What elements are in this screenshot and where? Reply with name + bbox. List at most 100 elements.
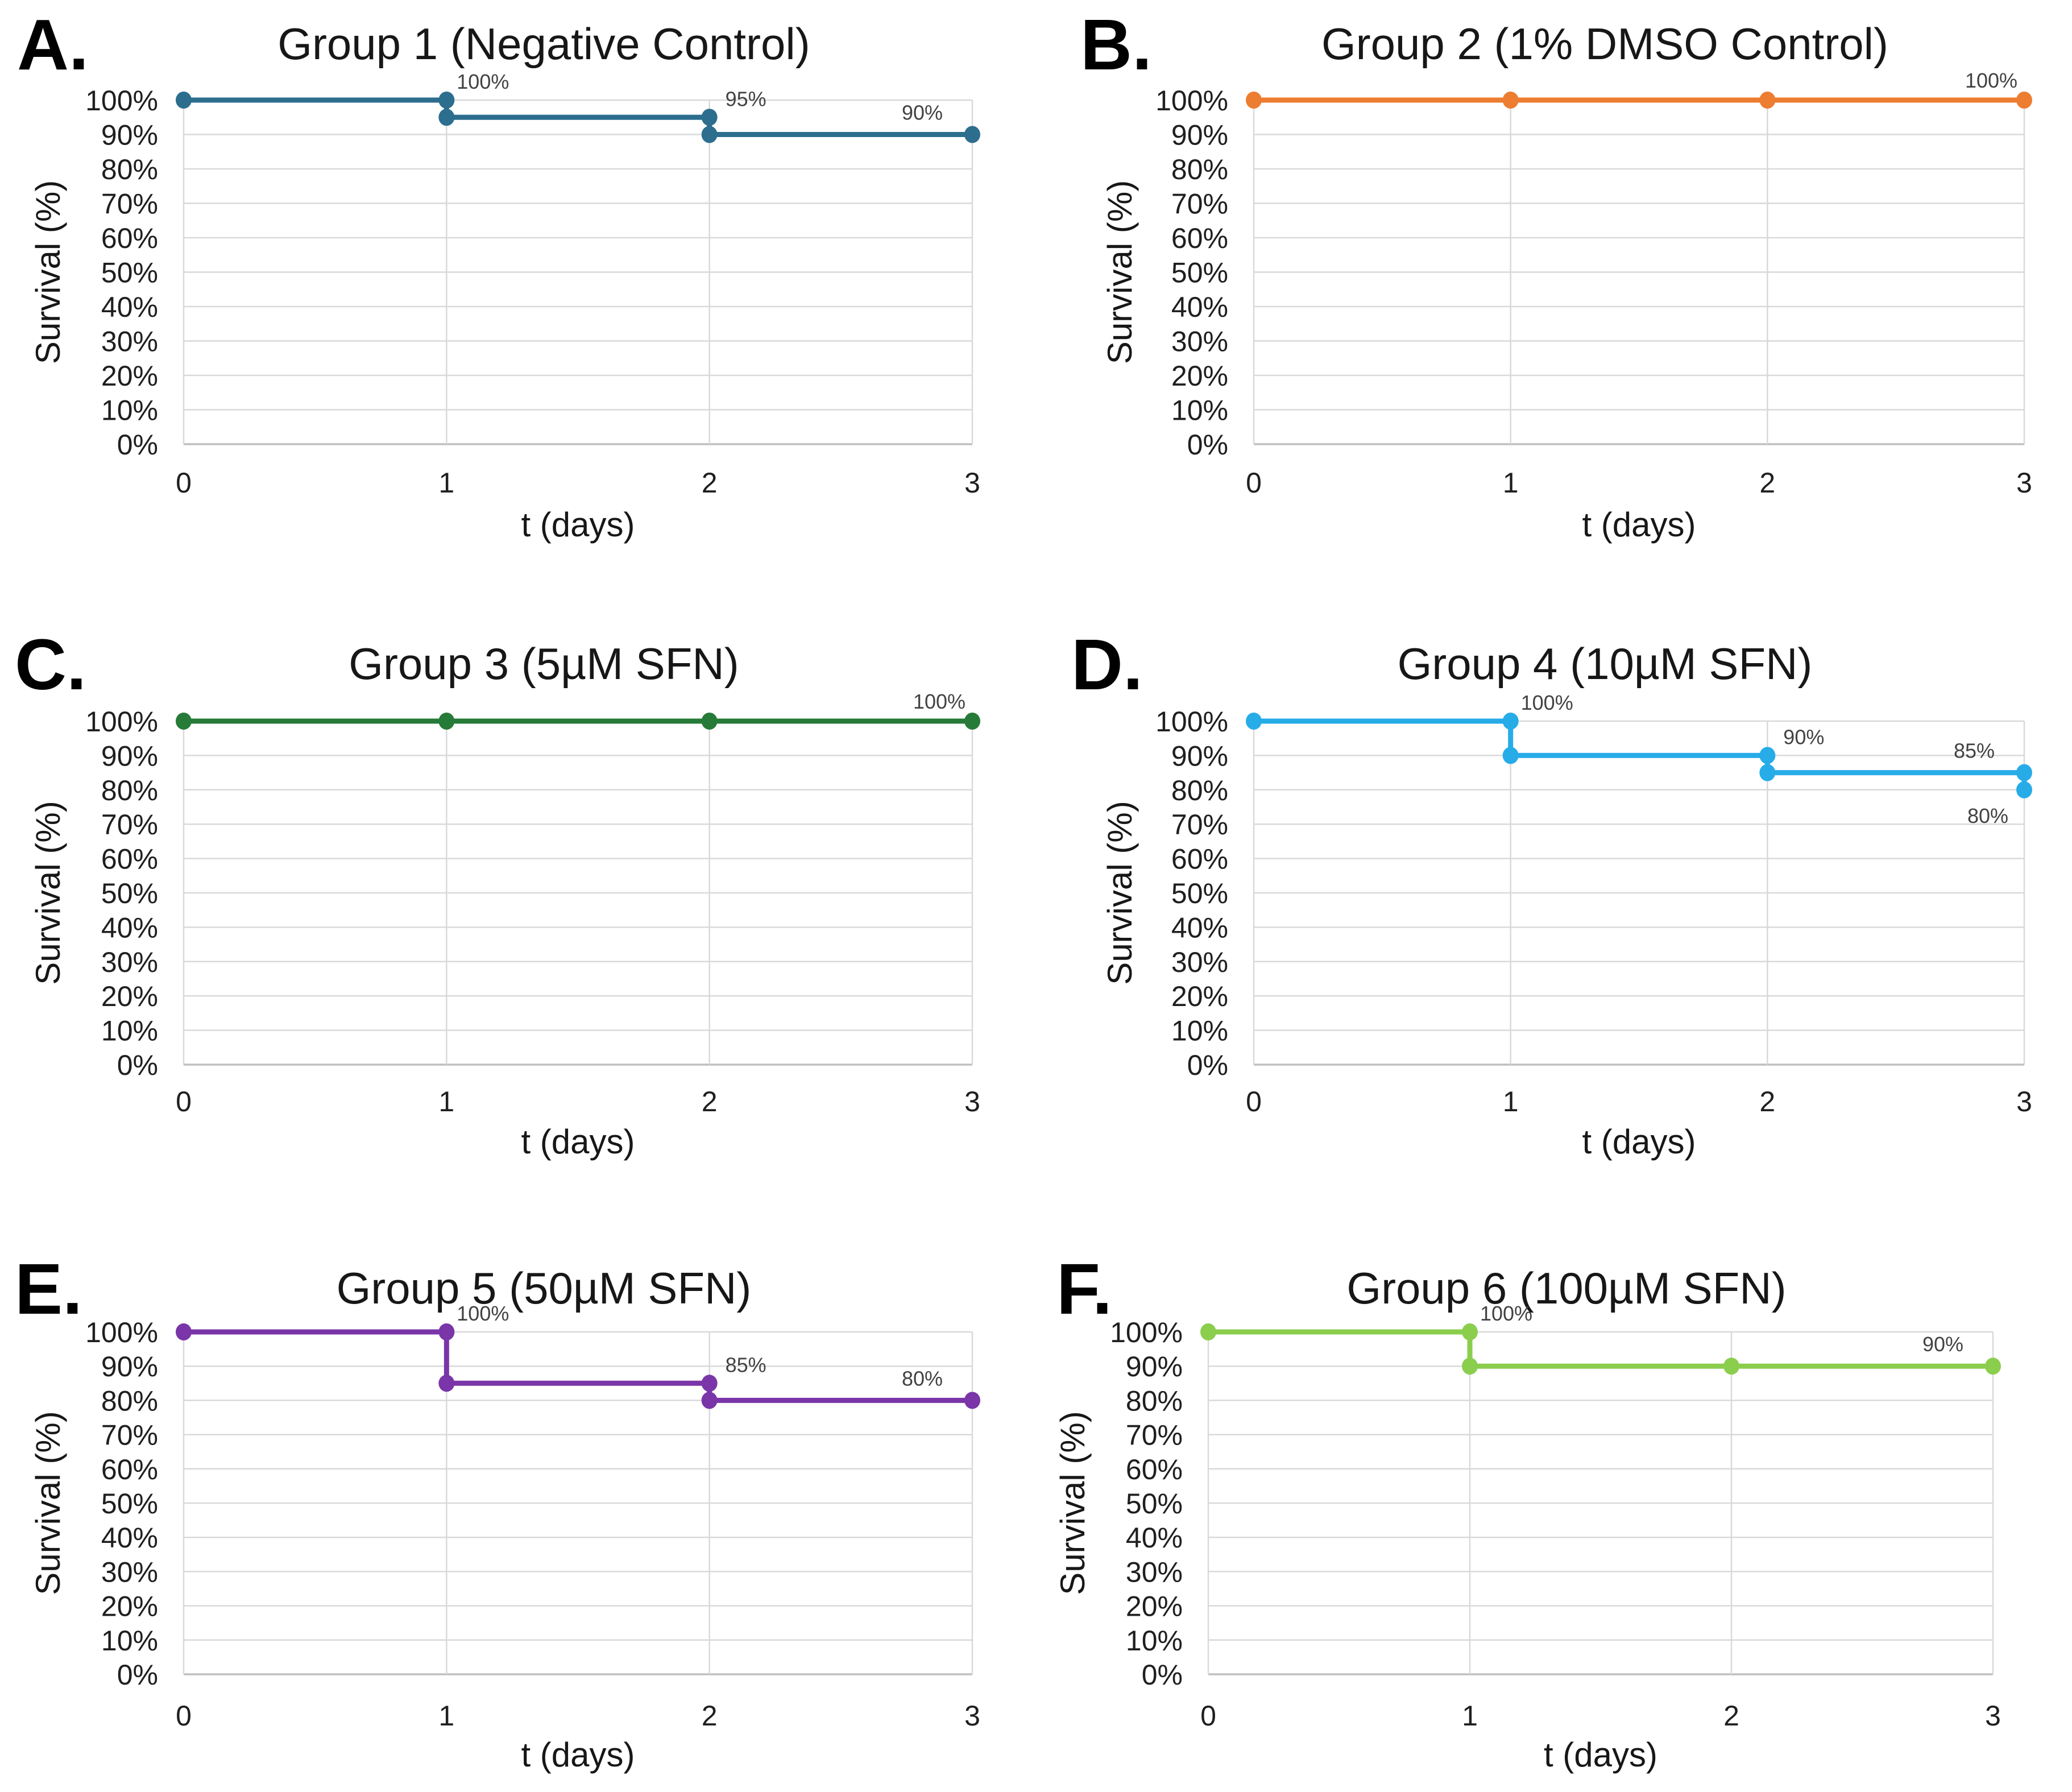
y-tick-label: 20% — [101, 980, 158, 1012]
x-tick-label: 1 — [438, 1086, 454, 1118]
data-point-marker — [176, 1323, 192, 1340]
y-tick-label: 30% — [101, 946, 158, 978]
x-tick-label: 1 — [438, 1700, 454, 1732]
y-tick-label: 100% — [85, 85, 158, 117]
data-point-marker — [1759, 764, 1776, 781]
y-tick-label: 20% — [1171, 980, 1228, 1012]
x-tick-label: 3 — [2016, 467, 2032, 499]
y-tick-label: 80% — [101, 775, 158, 806]
data-point-marker — [1200, 1323, 1216, 1340]
survival-step-line — [184, 1329, 972, 1403]
y-tick-label: 10% — [101, 395, 158, 427]
y-tick-label: 80% — [1171, 154, 1228, 185]
y-tick-label: 10% — [101, 1015, 158, 1047]
y-tick-label: 0% — [1142, 1659, 1183, 1691]
x-tick-label: 0 — [176, 467, 192, 499]
y-tick-label: 20% — [1126, 1591, 1183, 1623]
y-tick-label: 100% — [85, 706, 158, 738]
y-tick-label: 10% — [1171, 395, 1228, 427]
x-tick-label: 2 — [1759, 1086, 1775, 1118]
y-tick-label: 20% — [101, 1591, 158, 1623]
panel-f: 0%10%20%30%40%50%60%70%80%90%100%0 1 2 3Sur… — [1054, 1249, 2001, 1774]
data-label: 100% — [1521, 691, 1573, 714]
y-tick-label: 80% — [101, 1385, 158, 1417]
y-tick-label: 80% — [101, 154, 158, 185]
data-point-marker — [1985, 1358, 2001, 1375]
data-point-marker — [438, 92, 455, 109]
y-tick-label: 90% — [101, 119, 158, 151]
chart-title: Group 4 (10µM SFN) — [1398, 639, 1813, 689]
y-tick-label: 30% — [1126, 1556, 1183, 1588]
data-point-marker — [1462, 1358, 1478, 1375]
y-tick-label: 40% — [101, 912, 158, 943]
y-tick-label: 70% — [101, 809, 158, 841]
x-tick-label: 0 — [1246, 467, 1262, 499]
y-tick-label: 90% — [1171, 119, 1228, 151]
y-tick-label: 0% — [117, 1049, 158, 1081]
y-tick-label: 60% — [1171, 843, 1228, 875]
x-tick-label: 2 — [1723, 1700, 1739, 1732]
survival-step-line — [184, 97, 972, 137]
x-axis-title: t (days) — [521, 1736, 635, 1774]
x-tick-label: 2 — [702, 1086, 718, 1118]
x-axis-title: t (days) — [521, 506, 635, 544]
y-tick-label: 60% — [1171, 222, 1228, 254]
y-tick-label: 50% — [1171, 878, 1228, 909]
x-axis-title: t (days) — [1582, 1123, 1696, 1161]
panel-a: 0%10%20%30%40%50%60%70%80%90%100%0 1 2 3Sur… — [17, 5, 980, 544]
y-tick-label: 50% — [101, 878, 158, 909]
y-axis-title: Survival (%) — [29, 180, 67, 364]
x-tick-label: 2 — [702, 467, 718, 499]
x-tick-label: 1 — [1503, 1086, 1519, 1118]
y-tick-label: 30% — [1171, 326, 1228, 358]
data-point-marker — [1246, 713, 1262, 730]
data-label: 85% — [1954, 739, 1995, 763]
data-point-marker — [964, 126, 980, 143]
data-point-marker — [964, 1392, 980, 1409]
survival-step-line — [1208, 1329, 1993, 1369]
y-tick-label: 40% — [1171, 912, 1228, 943]
data-point-marker — [1502, 92, 1519, 109]
y-tick-label: 40% — [1171, 291, 1228, 323]
y-tick-label: 40% — [101, 291, 158, 323]
data-point-marker — [438, 1375, 455, 1392]
data-point-marker — [176, 713, 192, 730]
y-tick-label: 30% — [1171, 946, 1228, 978]
data-point-marker — [964, 713, 980, 730]
y-tick-label: 10% — [1126, 1625, 1183, 1657]
y-axis-title: Survival (%) — [1101, 801, 1139, 984]
chart-title: Group 5 (50µM SFN) — [337, 1263, 752, 1313]
y-tick-label: 80% — [1126, 1385, 1183, 1417]
y-tick-label: 0% — [117, 1659, 158, 1691]
data-point-marker — [438, 713, 455, 730]
y-tick-label: 0% — [1187, 429, 1228, 461]
data-point-marker — [1723, 1358, 1739, 1375]
x-tick-label: 1 — [1503, 467, 1519, 499]
data-point-marker — [1246, 92, 1262, 109]
data-point-marker — [701, 1392, 718, 1409]
panel-letter: A. — [17, 5, 89, 85]
x-tick-label: 0 — [1200, 1700, 1216, 1732]
y-tick-label: 20% — [101, 360, 158, 392]
y-tick-label: 50% — [1126, 1488, 1183, 1520]
y-tick-label: 60% — [1126, 1454, 1183, 1485]
y-tick-label: 60% — [101, 1454, 158, 1485]
plot-gridlines — [1253, 99, 2025, 445]
y-axis-title: Survival (%) — [29, 1411, 67, 1595]
y-tick-label: 100% — [1110, 1317, 1183, 1348]
data-point-marker — [2016, 92, 2032, 109]
y-tick-label: 0% — [1187, 1049, 1228, 1081]
x-tick-label: 3 — [964, 1086, 980, 1118]
data-label: 95% — [726, 87, 766, 110]
plot-gridlines — [183, 1331, 973, 1675]
x-axis-title: t (days) — [1582, 506, 1696, 544]
y-tick-label: 10% — [1171, 1015, 1228, 1047]
y-tick-label: 90% — [101, 740, 158, 772]
y-tick-label: 60% — [101, 843, 158, 875]
x-tick-label: 1 — [1462, 1700, 1478, 1732]
data-label: 100% — [913, 690, 965, 713]
plot-gridlines — [183, 720, 973, 1066]
y-tick-label: 50% — [101, 1488, 158, 1520]
